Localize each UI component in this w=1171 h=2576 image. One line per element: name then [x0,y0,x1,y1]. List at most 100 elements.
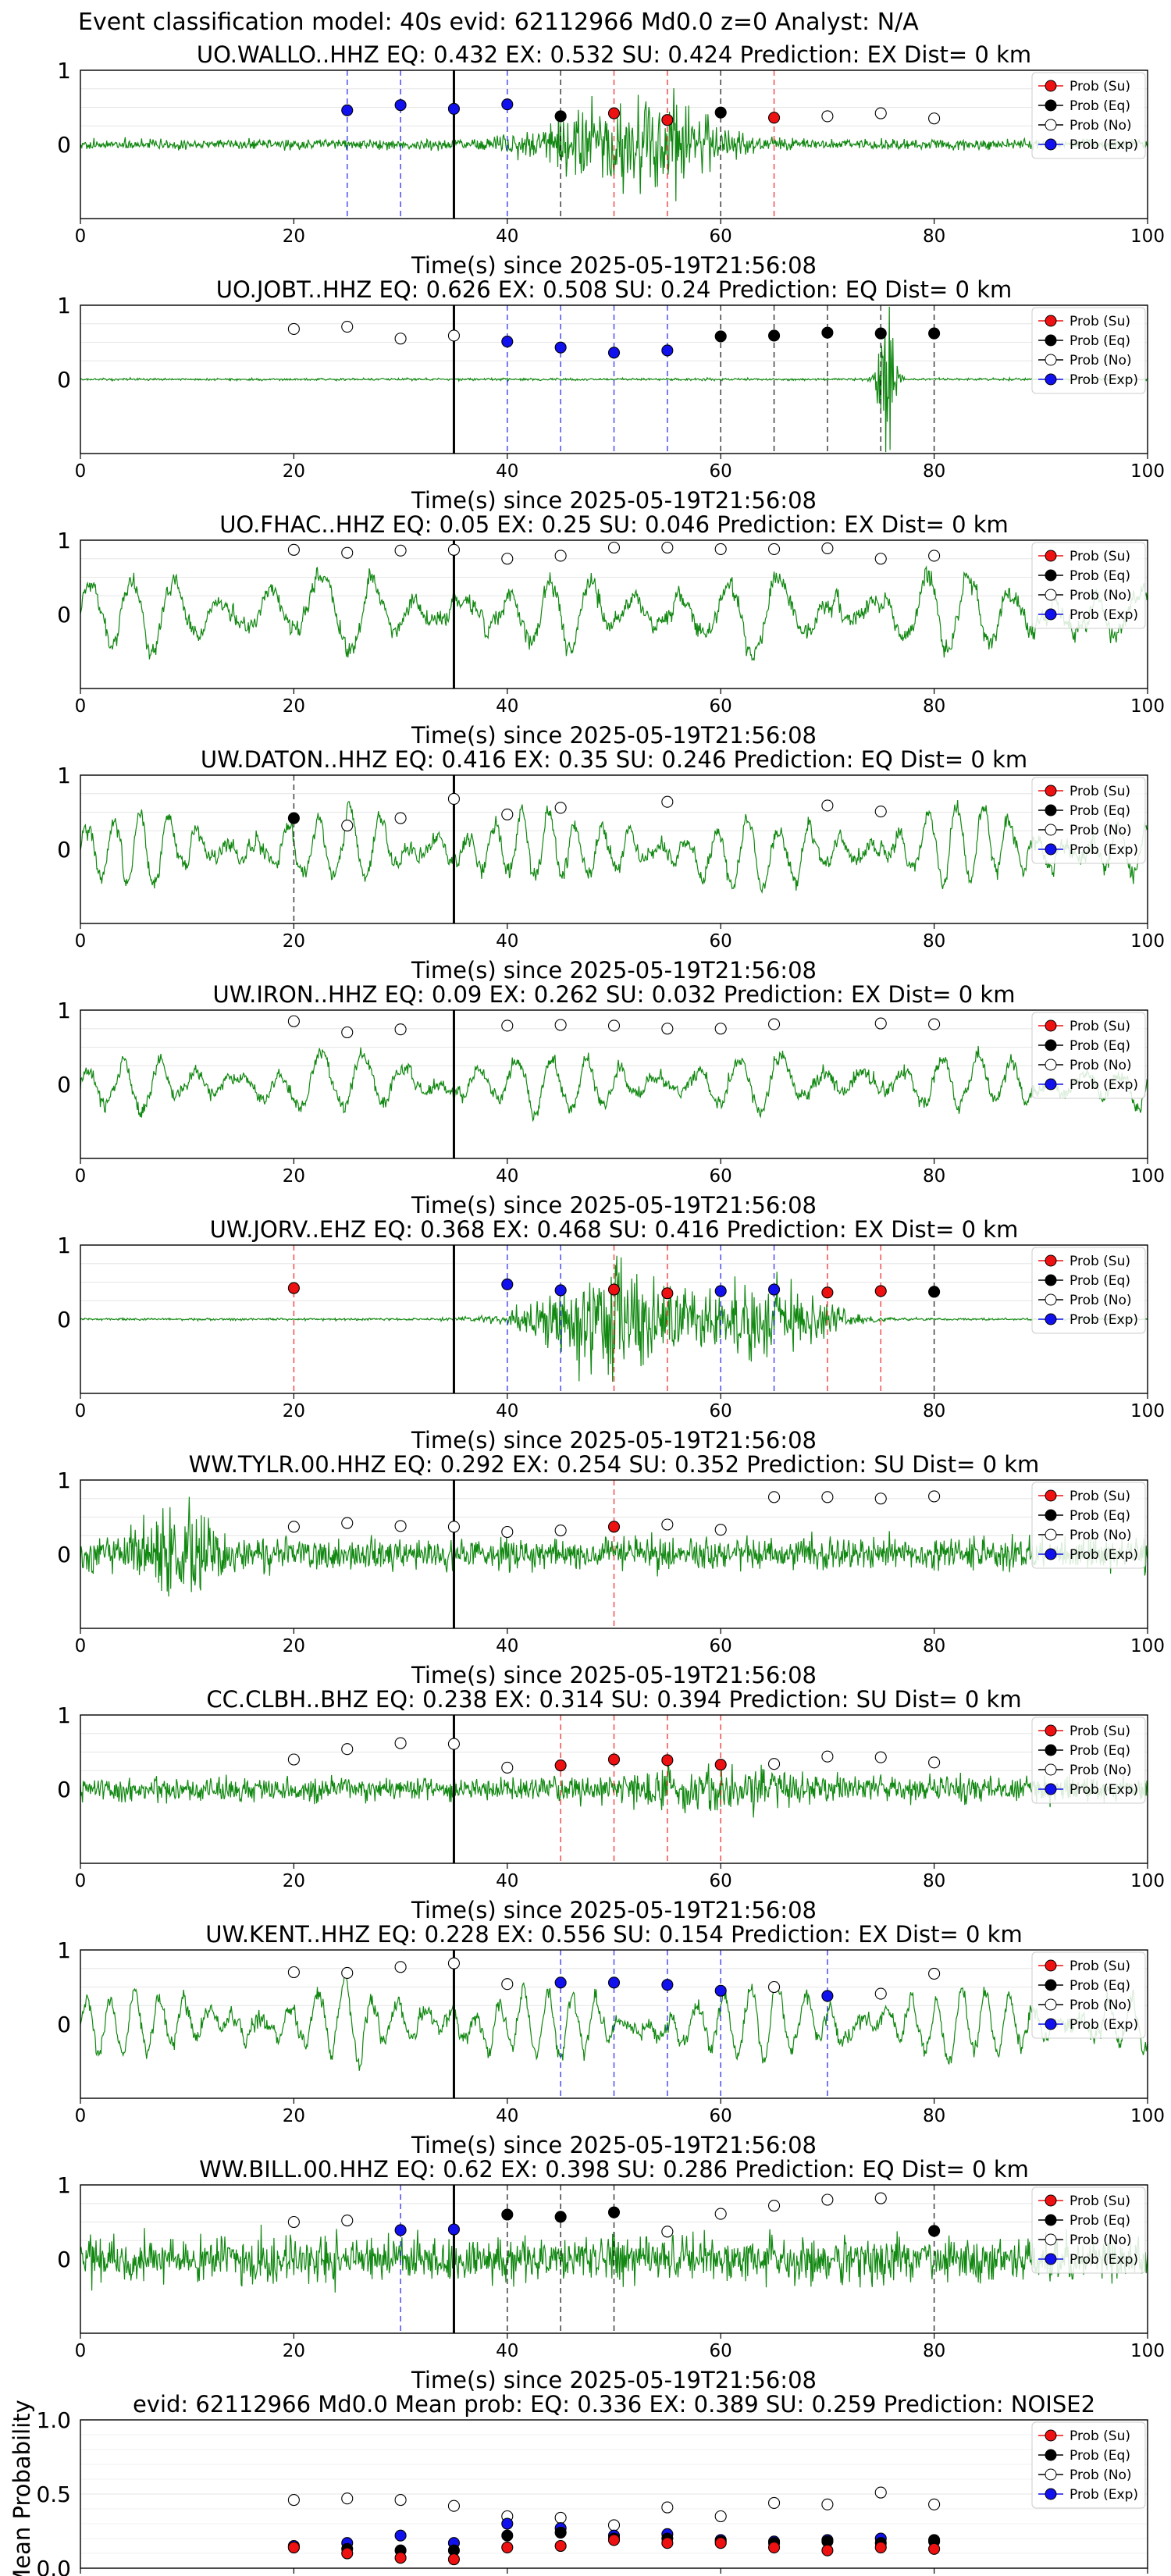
panel-5: UW.IRON..HHZ EQ: 0.09 EX: 0.262 SU: 0.03… [57,981,1165,1219]
legend-marker-su [1045,1959,1057,1972]
panel-11: evid: 62112966 Md0.0 Mean prob: EQ: 0.33… [9,2391,1148,2576]
legend-label: Prob (No) [1070,1528,1132,1543]
mean-prob-point-su [661,2537,674,2549]
x-tick-label: 0 [75,461,87,482]
legend-label: Prob (Su) [1070,1724,1130,1739]
waveform-trace [80,1973,1148,2071]
x-tick-label: 80 [923,2341,945,2361]
legend-label: Prob (No) [1070,1998,1132,2013]
prob-point-exp [394,2224,407,2236]
legend-label: Prob (No) [1070,118,1132,133]
legend-marker-su [1045,315,1057,327]
x-tick-label: 20 [283,461,305,482]
legend-marker-no [1045,824,1057,836]
legend-marker-no [1045,1998,1057,2011]
prob-point-no [394,333,407,345]
panel-title: WW.TYLR.00.HHZ EQ: 0.292 EX: 0.254 SU: 0… [189,1451,1040,1478]
mean-prob-point-su [767,2541,781,2553]
y-tick-label: 1 [57,2172,71,2198]
x-tick-label: 80 [923,1871,945,1891]
waveform-trace [80,1045,1148,1123]
legend-label: Prob (Eq) [1070,2213,1130,2229]
legend-label: Prob (No) [1070,1763,1132,1778]
mean-prob-point-no [607,2519,621,2532]
panel-title: WW.BILL.00.HHZ EQ: 0.62 EX: 0.398 SU: 0.… [199,2156,1029,2183]
prob-point-no [501,1525,514,1539]
prob-point-no [554,1019,567,1031]
x-tick-label: 0 [75,226,87,247]
x-tick-label: 0 [75,2106,87,2126]
legend-marker-exp [1045,2488,1057,2500]
legend-box [1031,2421,1146,2509]
mean-prob-point-su [928,2542,941,2555]
x-tick-label: 40 [496,2341,518,2361]
legend-marker-no [1045,2233,1057,2246]
prob-point-eq [501,2208,514,2221]
x-tick-label: 100 [1130,226,1165,247]
prob-point-eq [287,812,300,824]
prob-point-eq [607,2206,621,2218]
x-tick-label: 20 [283,1871,305,1891]
prob-point-su [607,1283,621,1296]
mean-prob-point-su [874,2541,887,2553]
panel-10: WW.BILL.00.HHZ EQ: 0.62 EX: 0.398 SU: 0.… [57,2156,1165,2393]
mean-prob-point-no [661,2501,674,2514]
mean-prob-point-su [447,2553,461,2566]
x-tick-label: 40 [496,696,518,717]
legend-label: Prob (Eq) [1070,568,1130,584]
x-tick-label: 60 [710,1401,732,1421]
mean-prob-point-su [394,2552,407,2564]
prob-point-no [554,550,567,562]
prob-point-su [554,1759,567,1772]
prob-point-no [287,1966,300,1979]
prob-point-no [394,1961,407,1973]
x-tick-label: 60 [710,226,732,247]
y-tick-label: 0 [57,1307,71,1332]
prob-point-no [714,2208,727,2220]
panel-1: UO.WALLO..HHZ EQ: 0.432 EX: 0.532 SU: 0.… [57,41,1165,279]
legend: Prob (Su) Prob (Eq) Prob (No) Prob (Exp) [1031,72,1146,159]
x-tick-label: 40 [496,1401,518,1421]
prob-point-no [341,1966,354,1979]
axes-frame [80,1244,1148,1394]
panel-6: UW.JORV..EHZ EQ: 0.368 EX: 0.468 SU: 0.4… [57,1216,1165,1453]
x-axis-label: Time(s) since 2025-05-19T21:56:08 [411,957,817,984]
x-tick-label: 0 [75,1401,87,1421]
legend-box [1031,1012,1146,1099]
prob-point-su [607,107,621,119]
prob-point-no [767,543,781,555]
panel-title: UO.FHAC..HHZ EQ: 0.05 EX: 0.25 SU: 0.046… [219,511,1009,538]
legend-marker-su [1045,2429,1057,2442]
prob-point-no [341,1517,354,1529]
prob-point-eq [554,110,567,123]
prob-point-eq [928,327,941,340]
prob-point-no [607,541,621,554]
legend-marker-eq [1045,2214,1057,2226]
prob-point-no [714,1524,727,1536]
prob-point-no [554,802,567,814]
prob-point-no [928,1756,941,1769]
prob-point-exp [714,1285,727,1297]
y-tick-label: 1 [57,1937,71,1963]
x-axis-label: Time(s) since 2025-05-19T21:56:08 [411,2132,817,2158]
legend-marker-eq [1045,1274,1057,1286]
legend-marker-eq [1045,1509,1057,1521]
panel-9: UW.KENT..HHZ EQ: 0.228 EX: 0.556 SU: 0.1… [57,1921,1165,2158]
legend-label: Prob (No) [1070,1293,1132,1308]
panel-title: evid: 62112966 Md0.0 Mean prob: EQ: 0.33… [133,2391,1095,2418]
x-tick-label: 0 [75,1871,87,1891]
y-tick-label: 1.0 [36,2407,71,2433]
legend-marker-eq [1045,2449,1057,2461]
legend-label: Prob (Eq) [1070,333,1130,349]
prob-point-no [287,1015,300,1027]
x-tick-label: 0 [75,696,87,717]
x-tick-label: 60 [710,1166,732,1187]
x-tick-label: 80 [923,1636,945,1656]
legend-label: Prob (Exp) [1070,372,1138,388]
prob-point-exp [501,98,514,111]
legend-label: Prob (Eq) [1070,1273,1130,1289]
prob-point-exp [394,99,407,112]
legend-box [1031,2186,1146,2274]
y-tick-label: 0 [57,602,71,628]
panel-7: WW.TYLR.00.HHZ EQ: 0.292 EX: 0.254 SU: 0… [57,1451,1165,1688]
